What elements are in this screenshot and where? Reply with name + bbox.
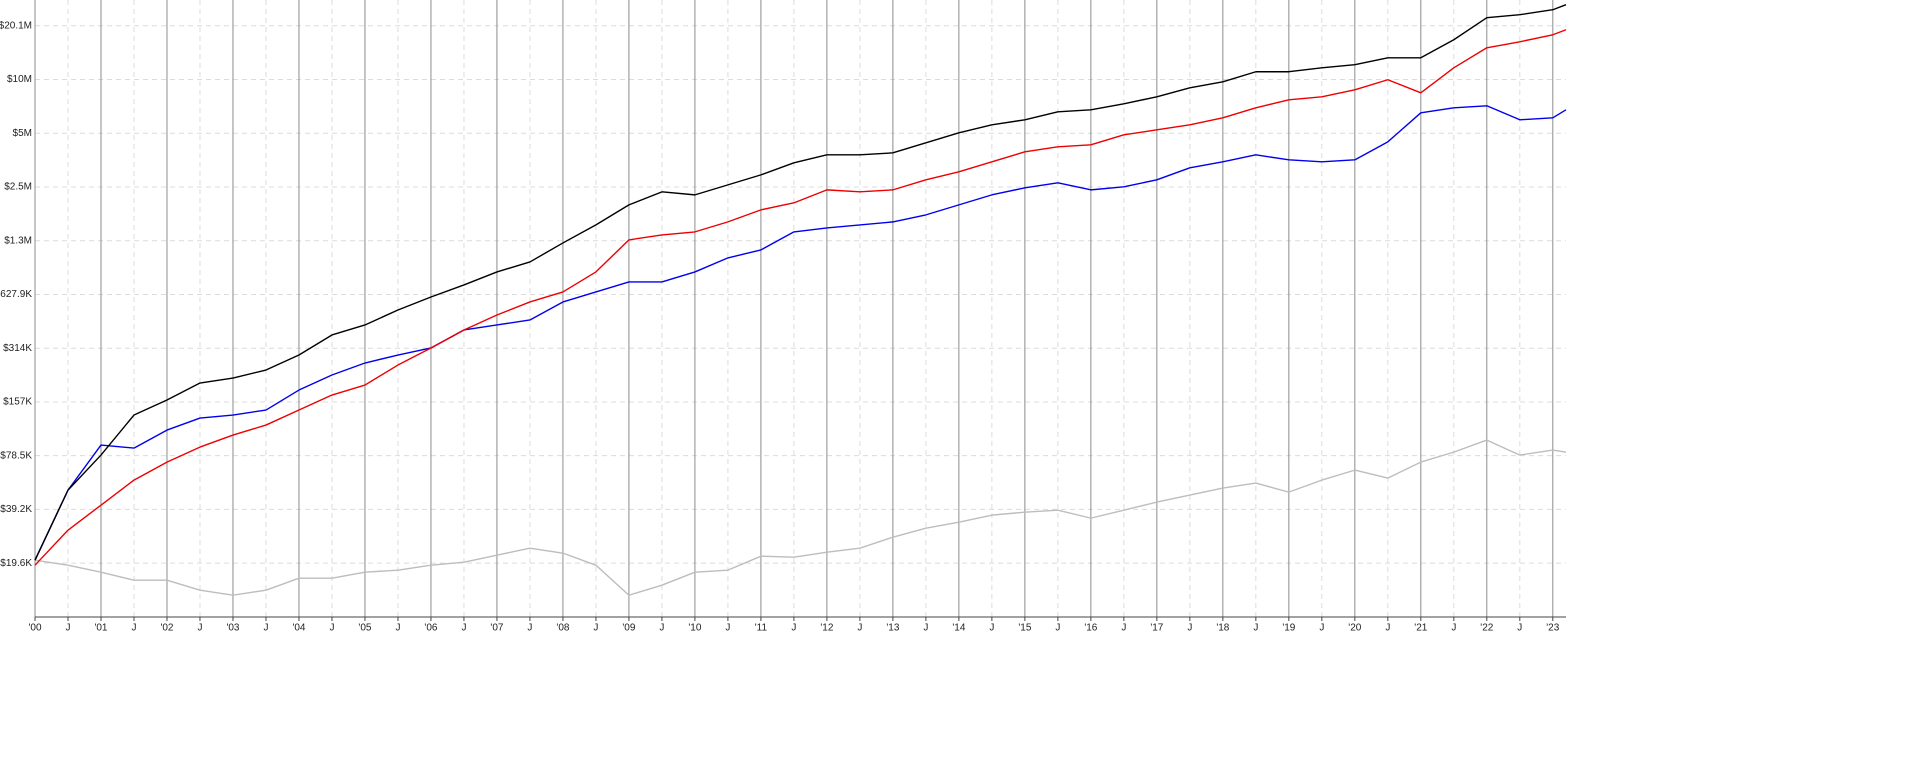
x-tick-label: J <box>131 623 136 634</box>
x-tick-label: J <box>65 623 70 634</box>
x-tick-label: '13 <box>886 623 899 634</box>
x-tick-label: '14 <box>952 623 965 634</box>
y-tick-label: $78.5K <box>0 450 32 461</box>
x-tick-label: J <box>1121 623 1126 634</box>
x-tick-label: '04 <box>292 623 305 634</box>
x-tick-label: '12 <box>820 623 833 634</box>
x-tick-label: '15 <box>1018 623 1031 634</box>
y-tick-label: $157K <box>3 397 32 408</box>
x-tick-label: J <box>989 623 994 634</box>
y-tick-label: $2.5M <box>4 182 32 193</box>
x-tick-label: '16 <box>1084 623 1097 634</box>
x-tick-label: J <box>395 623 400 634</box>
x-tick-label: '23 <box>1546 623 1559 634</box>
y-tick-label: $5M <box>13 128 32 139</box>
x-tick-label: '03 <box>226 623 239 634</box>
x-tick-label: '09 <box>622 623 635 634</box>
x-tick-label: '02 <box>160 623 173 634</box>
x-tick-label: '11 <box>755 623 768 634</box>
y-tick-label: $1.3M <box>4 235 32 246</box>
x-tick-label: J <box>329 623 334 634</box>
x-tick-label: '06 <box>424 623 437 634</box>
x-tick-label: J <box>923 623 928 634</box>
x-tick-label: '05 <box>358 623 371 634</box>
series-line <box>34 105 1567 561</box>
x-tick-label: J <box>1055 623 1060 634</box>
x-tick-label: J <box>1517 623 1522 634</box>
x-tick-label: '22 <box>1480 623 1493 634</box>
x-tick-label: '01 <box>94 623 107 634</box>
x-tick-label: '07 <box>490 623 503 634</box>
x-tick-label: J <box>659 623 664 634</box>
x-tick-label: J <box>1253 623 1258 634</box>
x-tick-label: '19 <box>1282 623 1295 634</box>
y-tick-label: $20.1M <box>0 20 32 31</box>
y-tick-label: $627.9K <box>0 289 32 300</box>
x-tick-label: J <box>593 623 598 634</box>
x-tick-label: J <box>1385 623 1390 634</box>
x-tick-label: '18 <box>1216 623 1229 634</box>
x-tick-label: J <box>263 623 268 634</box>
x-tick-label: J <box>857 623 862 634</box>
series-line <box>34 439 1567 596</box>
x-tick-label: '21 <box>1414 623 1427 634</box>
series-line <box>34 4 1567 561</box>
x-tick-label: J <box>527 623 532 634</box>
x-tick-label: J <box>725 623 730 634</box>
x-tick-label: '10 <box>688 623 701 634</box>
x-tick-label: J <box>1319 623 1324 634</box>
y-tick-label: $39.2K <box>0 504 32 515</box>
x-tick-label: J <box>791 623 796 634</box>
x-tick-label: '08 <box>556 623 569 634</box>
y-tick-label: $10M <box>7 74 32 85</box>
x-tick-label: '17 <box>1150 623 1163 634</box>
x-tick-label: J <box>1451 623 1456 634</box>
x-tick-label: '00 <box>28 623 41 634</box>
x-tick-label: J <box>197 623 202 634</box>
x-tick-label: '20 <box>1348 623 1361 634</box>
x-tick-label: J <box>1187 623 1192 634</box>
series-line <box>34 29 1567 566</box>
x-tick-label: J <box>461 623 466 634</box>
y-tick-label: $314K <box>3 343 32 354</box>
y-tick-label: $19.6K <box>0 558 32 569</box>
